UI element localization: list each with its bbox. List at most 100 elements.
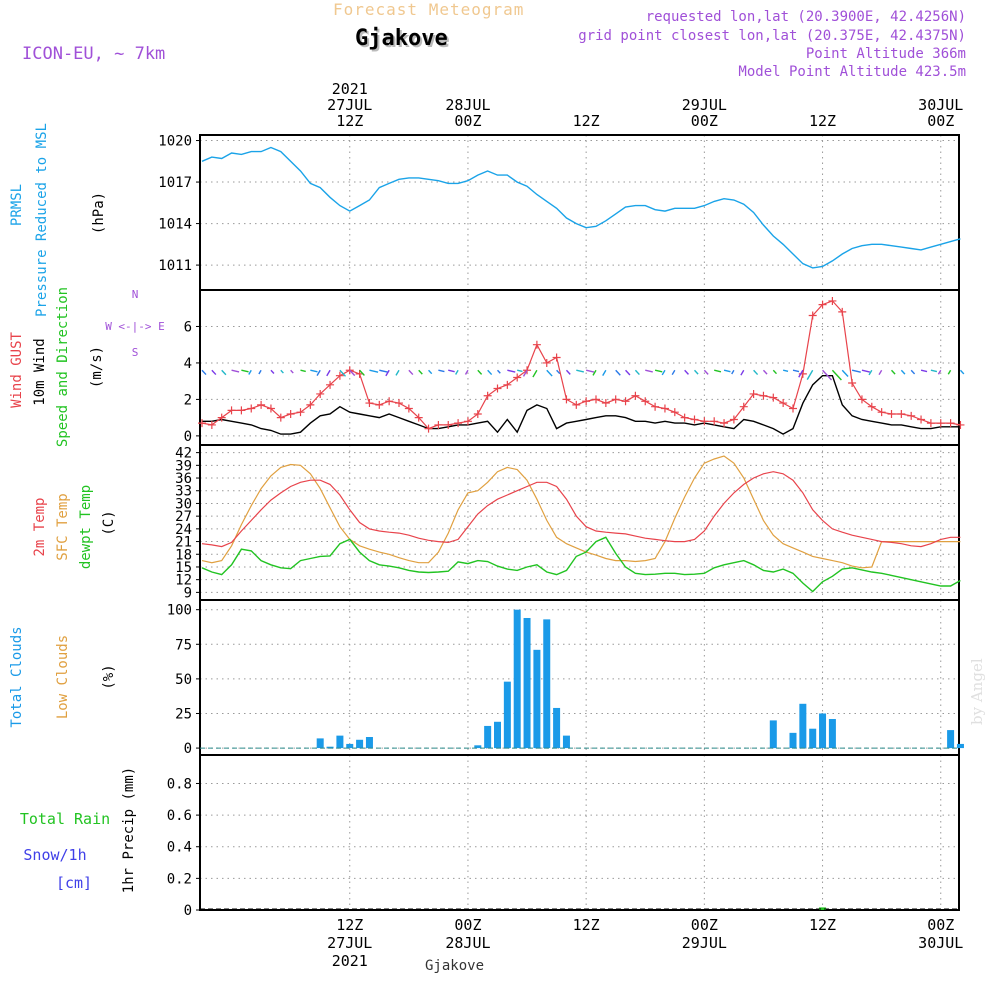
wind-arrow xyxy=(937,369,942,375)
wind-arrow xyxy=(258,369,262,375)
wind-arrow xyxy=(231,369,240,373)
wind-tick-label: 6 xyxy=(184,319,192,335)
temperature-tick-label: 18 xyxy=(175,547,192,563)
wind-arrow xyxy=(714,369,722,373)
model-label: ICON-EU, ~ 7km xyxy=(22,44,166,64)
wind-arrow xyxy=(806,369,814,380)
gust-marker xyxy=(227,406,236,415)
gust-marker xyxy=(582,397,591,406)
rain-bar xyxy=(819,907,827,910)
temperature-tick-label: 24 xyxy=(175,522,192,538)
t2m-line xyxy=(201,471,961,548)
wind-arrow xyxy=(661,369,666,376)
total-cloud-bar xyxy=(553,707,561,749)
wind-arrow xyxy=(359,369,365,376)
temperature-tick-label: 30 xyxy=(175,496,192,512)
gust-marker xyxy=(542,358,551,367)
gust-marker xyxy=(513,373,522,382)
wind-arrow xyxy=(868,369,873,376)
wind-arrow xyxy=(532,369,538,378)
gust-marker xyxy=(729,415,738,424)
wind-arrow xyxy=(408,369,414,376)
gust-marker xyxy=(592,395,600,404)
wind-arrow xyxy=(464,369,469,375)
gust-marker xyxy=(877,408,886,417)
wind-arrow xyxy=(703,369,709,375)
gust-marker xyxy=(838,307,847,316)
model-altitude: Model Point Altitude 423.5m xyxy=(738,64,966,80)
wind-arrow xyxy=(211,369,217,376)
wind-arrow xyxy=(517,369,523,373)
gust-marker xyxy=(917,415,926,424)
gust-marker xyxy=(463,417,472,426)
clouds-panel-frame xyxy=(199,599,960,756)
wind-arrow xyxy=(455,369,459,375)
total-clouds-label: Total Clouds xyxy=(9,626,25,727)
gust-marker xyxy=(572,400,581,409)
clouds-tick-label: 75 xyxy=(175,637,192,653)
wind-arrow xyxy=(772,369,778,375)
gust-marker xyxy=(424,424,433,433)
temperature-panel-frame xyxy=(199,444,960,601)
wind-arrow xyxy=(326,369,331,377)
total-cloud-bar xyxy=(474,745,482,749)
gust-marker xyxy=(818,300,827,309)
wind-arrow xyxy=(565,369,571,375)
gust-marker xyxy=(956,420,965,429)
time-label-top: 12Z xyxy=(573,112,600,130)
temperature-tick-label: 15 xyxy=(175,560,192,576)
wind-arrow xyxy=(762,369,768,375)
wind-arrow xyxy=(349,369,356,377)
temperature-tick-label: 21 xyxy=(175,535,192,551)
total-cloud-bar xyxy=(819,713,827,749)
time-label-bottom: 00Z xyxy=(454,916,481,934)
wind-tick-label: 4 xyxy=(184,356,192,372)
wind-arrow xyxy=(496,369,501,374)
gust-marker xyxy=(395,399,403,408)
gust-marker xyxy=(286,410,295,418)
clouds-tick-label: 25 xyxy=(175,706,192,722)
gust-marker xyxy=(769,393,778,402)
total-cloud-bar xyxy=(484,725,492,749)
wind-unit: (m/s) xyxy=(89,346,105,388)
time-label-bottom: 2021 xyxy=(332,952,368,970)
gust-marker xyxy=(700,417,709,426)
gust-marker xyxy=(207,420,216,429)
low-clouds-label: Low Clouds xyxy=(55,635,71,719)
gust-marker xyxy=(493,384,502,393)
wind-arrow xyxy=(310,369,318,373)
total-cloud-bar xyxy=(543,619,551,749)
snow-label: Snow/1h xyxy=(23,846,86,864)
wind-arrow xyxy=(831,369,842,381)
wind-arrow xyxy=(930,369,938,373)
gust-marker xyxy=(641,397,650,406)
precip-tick-label: 0 xyxy=(184,903,192,919)
wind-arrow xyxy=(798,369,804,378)
gust-marker xyxy=(414,413,423,422)
gust-marker xyxy=(434,420,443,429)
wind-arrow xyxy=(487,369,493,376)
wind-arrow xyxy=(248,369,252,375)
precip-unit: 1hr Precip (mm) xyxy=(121,767,137,893)
gust-marker xyxy=(789,404,797,413)
wind-arrow xyxy=(625,369,631,376)
gust-marker xyxy=(897,410,906,418)
gust-marker xyxy=(326,380,335,389)
gust-marker xyxy=(237,406,246,415)
total-cloud-bar xyxy=(562,735,570,749)
wind-arrow xyxy=(418,369,423,375)
temperature-tick-label: 27 xyxy=(175,509,192,525)
gust-marker xyxy=(266,404,275,413)
time-label-top: 12Z xyxy=(336,112,363,130)
gust-marker xyxy=(483,391,492,400)
temp-unit: (C) xyxy=(101,510,117,535)
wind-10m-line xyxy=(202,375,961,435)
time-label-top: 00Z xyxy=(927,112,954,130)
wind-arrow xyxy=(428,369,433,375)
wind-arrow xyxy=(822,369,833,381)
wind-label: 10m Wind xyxy=(32,338,48,405)
wind-arrow xyxy=(693,369,699,375)
total-cloud-bar xyxy=(956,743,964,749)
precip-tick-label: 0.8 xyxy=(167,776,192,792)
time-label-bottom: 27JUL xyxy=(327,934,372,952)
